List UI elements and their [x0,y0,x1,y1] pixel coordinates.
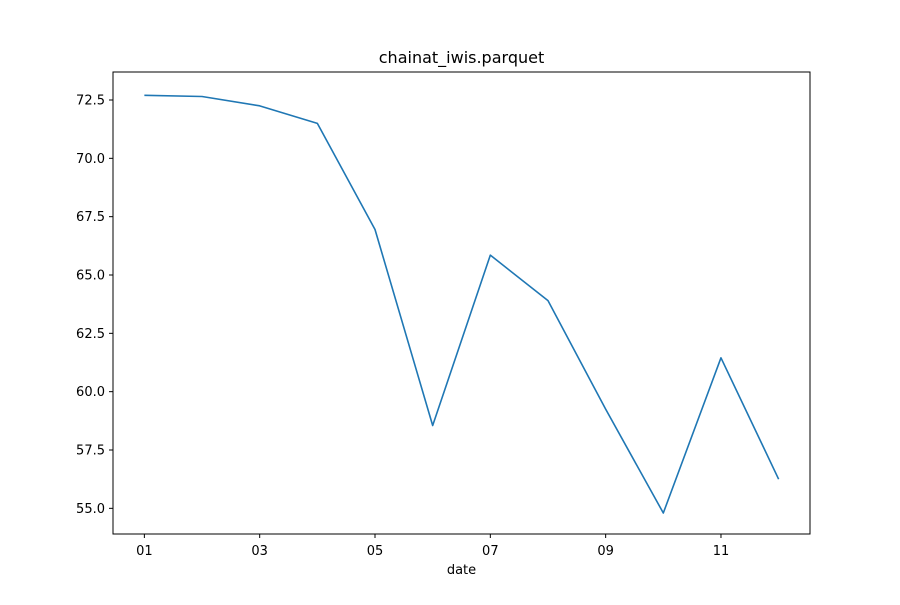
x-tick-label: 03 [251,544,268,559]
x-axis-ticks: 01 03 05 07 09 11 [136,534,729,559]
x-tick-label: 09 [597,544,614,559]
x-tick-label: 01 [136,544,153,559]
y-tick-label: 57.5 [76,444,105,459]
x-axis-label: date [447,563,476,578]
plot-background [113,72,810,534]
x-tick-label: 07 [482,544,499,559]
x-tick-label: 11 [713,544,730,559]
y-tick-label: 62.5 [76,327,105,342]
y-tick-label: 55.0 [76,502,105,517]
chart-title: chainat_iwis.parquet [379,48,544,68]
y-tick-label: 72.5 [76,94,105,109]
y-axis-ticks: 55.0 57.5 60.0 62.5 65.0 67.5 70.0 72.5 [76,94,113,517]
y-tick-label: 67.5 [76,210,105,225]
y-tick-label: 65.0 [76,269,105,284]
y-tick-label: 60.0 [76,385,105,400]
y-tick-label: 70.0 [76,152,105,167]
x-tick-label: 05 [367,544,384,559]
